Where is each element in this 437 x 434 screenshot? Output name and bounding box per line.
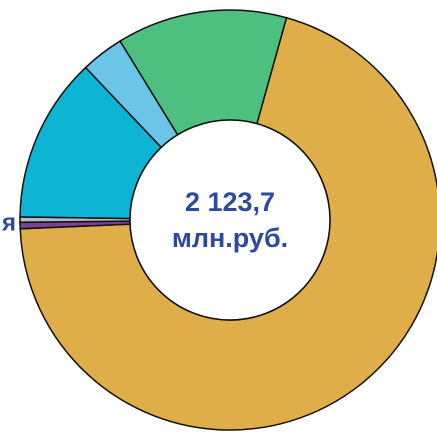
cut-label: я [1, 209, 16, 236]
center-label: млн.руб. [172, 223, 288, 253]
center-label: 2 123,7 [185, 187, 275, 217]
donut-hole [129, 119, 331, 321]
